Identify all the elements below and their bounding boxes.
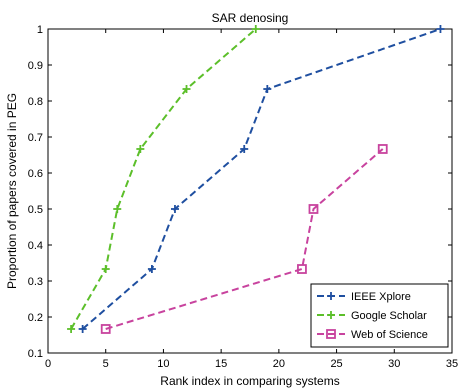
y-tick-label: 0.9 <box>28 60 43 72</box>
data-point-web-of-science <box>100 324 111 334</box>
legend-label: IEEE Xplore <box>351 291 411 303</box>
x-tick-label: 30 <box>388 358 400 370</box>
data-point-ieee-xplore <box>240 144 249 153</box>
data-point-google-scholar <box>251 25 260 33</box>
data-point-google-scholar <box>136 144 145 153</box>
series-line-google-scholar <box>70 28 257 330</box>
data-point-google-scholar <box>101 265 110 274</box>
y-tick-label: 0.3 <box>28 276 43 288</box>
data-point-web-of-science <box>377 144 388 154</box>
x-tick-label: 10 <box>157 358 169 370</box>
legend-swatch-marker <box>326 329 336 339</box>
data-point-ieee-xplore <box>263 85 272 94</box>
chart-title: SAR denosing <box>212 11 289 25</box>
y-tick-label: 0.5 <box>28 204 43 216</box>
series-google-scholar <box>67 25 260 333</box>
y-tick-label: 0.4 <box>28 240 43 252</box>
y-tick-label: 0.2 <box>28 312 43 324</box>
data-point-ieee-xplore <box>147 265 156 274</box>
y-tick-label: 1 <box>37 24 43 36</box>
series-line-ieee-xplore <box>81 28 441 330</box>
legend-swatch-marker <box>327 311 335 319</box>
legend: IEEE Xplore Google Scholar Web of Science <box>310 283 449 348</box>
y-tick-label: 0.8 <box>28 96 43 108</box>
x-tick-label: 35 <box>446 358 458 370</box>
data-point-web-of-science <box>308 204 319 214</box>
x-tick-label: 0 <box>45 358 51 370</box>
legend-item-google-scholar: Google Scholar <box>317 310 427 322</box>
y-tick-label: 0.6 <box>28 168 43 180</box>
series-line-web-of-science <box>105 148 384 330</box>
data-point-ieee-xplore <box>170 205 179 213</box>
y-tick-label: 0.7 <box>28 132 43 144</box>
x-axis-title: Rank index in comparing systems <box>160 374 339 388</box>
x-tick-label: 20 <box>273 358 285 370</box>
legend-swatch-marker <box>327 292 335 300</box>
data-point-web-of-science <box>297 264 307 274</box>
legend-item-web-of-science: Web of Science <box>317 329 428 341</box>
series-ieee-xplore <box>78 25 445 333</box>
x-tick-label: 25 <box>330 358 342 370</box>
series-layer <box>67 25 445 334</box>
y-tick-label: 0.1 <box>28 348 43 360</box>
x-tick-label: 5 <box>103 358 109 370</box>
legend-label: Google Scholar <box>351 310 427 322</box>
data-point-ieee-xplore <box>78 324 87 333</box>
data-point-google-scholar <box>182 85 191 94</box>
data-point-google-scholar <box>67 324 76 333</box>
x-tick-label: 15 <box>215 358 227 370</box>
legend-label: Web of Science <box>351 329 428 341</box>
y-axis-title: Proportion of papers covered in PEG <box>5 93 19 289</box>
legend-item-ieee-xplore: IEEE Xplore <box>317 291 411 303</box>
data-point-ieee-xplore <box>436 25 445 33</box>
series-web-of-science <box>100 144 388 334</box>
axis-ticks: 0 5 10 15 20 25 30 35 0.1 0.2 0.3 0.4 0.5 0.6 0.7 0.8 0.… <box>28 24 458 370</box>
data-point-google-scholar <box>113 205 122 213</box>
